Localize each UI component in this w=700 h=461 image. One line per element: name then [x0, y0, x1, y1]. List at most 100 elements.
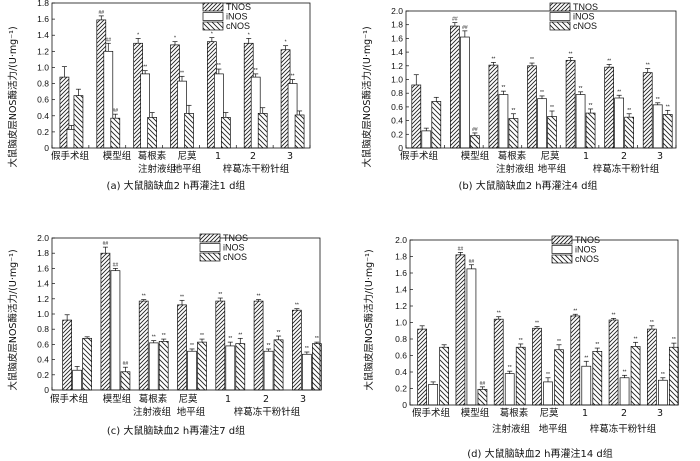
y-tick-label: 0 — [44, 385, 49, 395]
significance-mark: ** — [143, 65, 147, 71]
bar-cnos — [184, 113, 194, 149]
significance-mark: ** — [295, 303, 299, 309]
error-bars — [413, 22, 671, 136]
category-label: 3 — [657, 408, 663, 419]
significance-mark: ** — [511, 108, 515, 114]
category-label: 2 — [250, 151, 256, 162]
bar-tnos — [292, 309, 302, 391]
significance-mark: ## — [480, 381, 486, 387]
significance-mark: ** — [627, 108, 631, 114]
y-tick-label: 0.8 — [37, 324, 49, 334]
category-label: 模型组 — [461, 407, 490, 419]
category-label: 假手术组 — [400, 150, 439, 162]
legend-swatch-inos — [549, 12, 571, 21]
panel-d: 大鼠脑皮层NOS酶活力/(U·mg⁻¹) 0 0.2 0.4 0.6 0.8 1.0 1.2… — [363, 235, 679, 460]
legend-swatch-cnos — [202, 21, 224, 31]
y-tick-label: 0.2 — [391, 129, 403, 139]
bar-inos — [581, 365, 592, 406]
category-label-line2: 地平组 — [538, 163, 567, 175]
bar-tnos — [604, 66, 614, 149]
y-tick-label: 1.0 — [395, 318, 407, 328]
legend-swatch-cnos — [549, 21, 571, 31]
legend: TNOS iNOS cNOS — [199, 233, 248, 262]
y-tick-label: 1.4 — [37, 30, 49, 40]
significance-mark: ** — [595, 342, 599, 348]
significance-mark: ** — [672, 337, 676, 343]
y-tick-label: 0 — [44, 143, 49, 153]
category-label: 尼莫 — [178, 393, 198, 405]
category-label-line2: 地平组 — [539, 423, 568, 435]
bar-cnos — [147, 117, 157, 149]
category-label: 3 — [657, 151, 663, 162]
legend-label-inos: iNOS — [226, 12, 248, 22]
bar-inos — [466, 268, 477, 406]
bar-cnos — [547, 116, 557, 149]
bar-cnos — [508, 118, 519, 149]
bar-inos — [619, 377, 630, 406]
bar-marks — [62, 252, 322, 391]
category-label: 模型组 — [103, 150, 132, 162]
significance-mark: ** — [540, 90, 544, 96]
bar-cnos — [630, 346, 641, 406]
significance-mark: ** — [569, 52, 573, 58]
category-label: 假手术组 — [50, 393, 89, 405]
legend-label-tnos: TNOS — [573, 2, 598, 12]
significance-mark: ** — [508, 365, 512, 371]
significance-mark: ** — [257, 294, 261, 300]
category-label-line2: 地平组 — [177, 406, 206, 418]
category-label: 2 — [263, 394, 269, 405]
group-label-zige: 梓葛冻干粉针组 — [593, 163, 660, 175]
category-label: 1 — [582, 408, 588, 419]
category-label-line2: 注射液组 — [492, 423, 531, 435]
legend-swatch-tnos — [549, 2, 571, 12]
legend-swatch-cnos — [551, 254, 573, 264]
category-label-line2: 注射液组 — [138, 163, 177, 175]
category-label: 3 — [300, 394, 306, 405]
y-axis-label: 大鼠脑皮层NOS酶活力/(U·mg⁻¹) — [7, 26, 19, 167]
y-tick-label: 1.0 — [37, 62, 49, 72]
significance-mark: ** — [190, 343, 194, 349]
category-label: 3 — [287, 151, 293, 162]
legend-swatch-tnos — [199, 233, 221, 243]
y-tick-label: 1.4 — [391, 47, 403, 57]
y-tick-label: 1.6 — [37, 263, 49, 273]
bar-cnos — [592, 351, 603, 406]
bar-inos — [263, 350, 274, 391]
y-ticks: 0 0.2 0.4 0.6 0.8 1.0 1.2 1.4 1.6 1.8 2.0 — [395, 235, 679, 410]
bar-tnos — [177, 304, 187, 391]
legend-label-tnos: TNOS — [575, 235, 600, 245]
significance-mark: ** — [584, 355, 588, 361]
bar-inos — [72, 369, 82, 391]
bar-tnos — [642, 72, 653, 149]
bar-cnos — [439, 346, 449, 406]
bar-cnos — [73, 95, 84, 149]
significance-mark: ** — [497, 311, 501, 317]
significance-mark: ** — [162, 333, 166, 339]
bar-cnos — [82, 337, 92, 391]
legend: TNOS iNOS cNOS — [202, 2, 251, 31]
y-tick-label: 1.0 — [37, 309, 49, 319]
bar-inos — [225, 345, 236, 391]
bar-tnos — [138, 300, 149, 391]
y-tick-label: 1.6 — [37, 14, 49, 24]
significance-mark: ** — [238, 332, 242, 338]
group-label-zige: 梓葛冻干粉针组 — [223, 163, 290, 175]
significance-mark: ** — [315, 336, 319, 342]
significance-mark: * — [248, 32, 250, 38]
y-tick-label: 0 — [402, 400, 407, 410]
y-tick-label: 0.6 — [37, 95, 49, 105]
category-label: 假手术组 — [412, 407, 451, 419]
bar-tnos — [565, 59, 576, 149]
panel-b: 大鼠脑皮层NOS酶活力/(U·mg⁻¹) 0 0.2 0.4 0.6 0.8 1.0 1.2… — [361, 2, 677, 192]
legend-swatch-tnos — [202, 2, 224, 12]
bar-cnos — [662, 114, 673, 149]
category-label: 尼莫 — [540, 150, 560, 162]
bar-tnos — [450, 25, 460, 149]
y-tick-label: 1.8 — [37, 248, 49, 258]
bar-tnos — [455, 254, 466, 406]
bar-inos — [504, 373, 515, 406]
bar-cnos — [669, 346, 679, 406]
bar-inos — [543, 381, 553, 406]
bar-tnos — [493, 318, 504, 406]
